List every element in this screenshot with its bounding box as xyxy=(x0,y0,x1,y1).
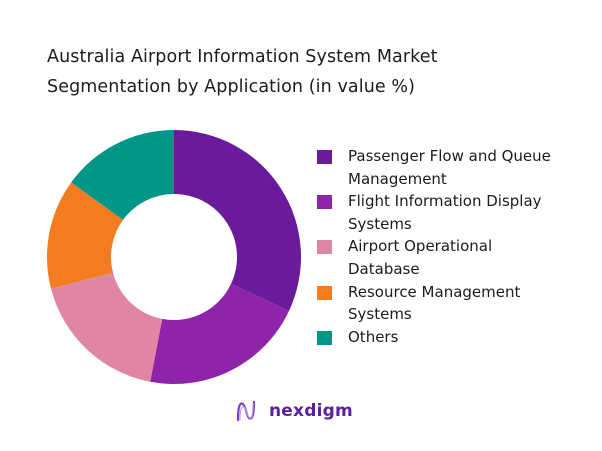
legend-label: Others xyxy=(348,327,399,346)
legend-swatch xyxy=(317,285,332,300)
legend-label: Passenger Flow and Queue xyxy=(348,147,551,165)
legend-swatch xyxy=(317,195,332,210)
chart-title-line-1: Australia Airport Information System Mar… xyxy=(47,47,438,67)
donut-slice-1 xyxy=(174,130,301,312)
legend-item-resource-management: Resource Management Systems xyxy=(317,281,597,326)
legend-swatch xyxy=(317,330,332,345)
legend-item-others: Others xyxy=(317,326,597,349)
legend-swatch xyxy=(317,240,332,255)
legend-label: Systems xyxy=(348,305,412,324)
chart-title: Australia Airport Information System Mar… xyxy=(47,42,567,102)
chart-title-line-2: Segmentation by Application (in value %) xyxy=(47,77,416,97)
legend-label: Flight Information Display xyxy=(348,192,542,211)
legend-swatch xyxy=(317,150,332,164)
donut-slice-5 xyxy=(71,130,174,220)
donut-slice-3 xyxy=(50,272,163,382)
brand-name: nexdigm xyxy=(269,401,353,421)
legend-label: Management xyxy=(348,169,447,188)
legend-label: Systems xyxy=(348,214,412,233)
nexdigm-wave-icon xyxy=(236,400,256,422)
donut-slice-2 xyxy=(150,283,289,384)
legend-item-passenger-flow: Passenger Flow and Queue Management xyxy=(317,145,597,190)
legend-label: Database xyxy=(348,259,420,278)
legend-label: Airport Operational xyxy=(348,237,493,256)
donut-slice-4 xyxy=(47,182,124,289)
legend-item-airport-operational: Airport Operational Database xyxy=(317,235,597,280)
legend-item-flight-information: Flight Information Display Systems xyxy=(317,190,597,235)
legend-label: Resource Management xyxy=(348,282,521,301)
chart-legend: Passenger Flow and Queue Management Flig… xyxy=(317,145,597,348)
brand-logo: nexdigm xyxy=(236,399,353,423)
